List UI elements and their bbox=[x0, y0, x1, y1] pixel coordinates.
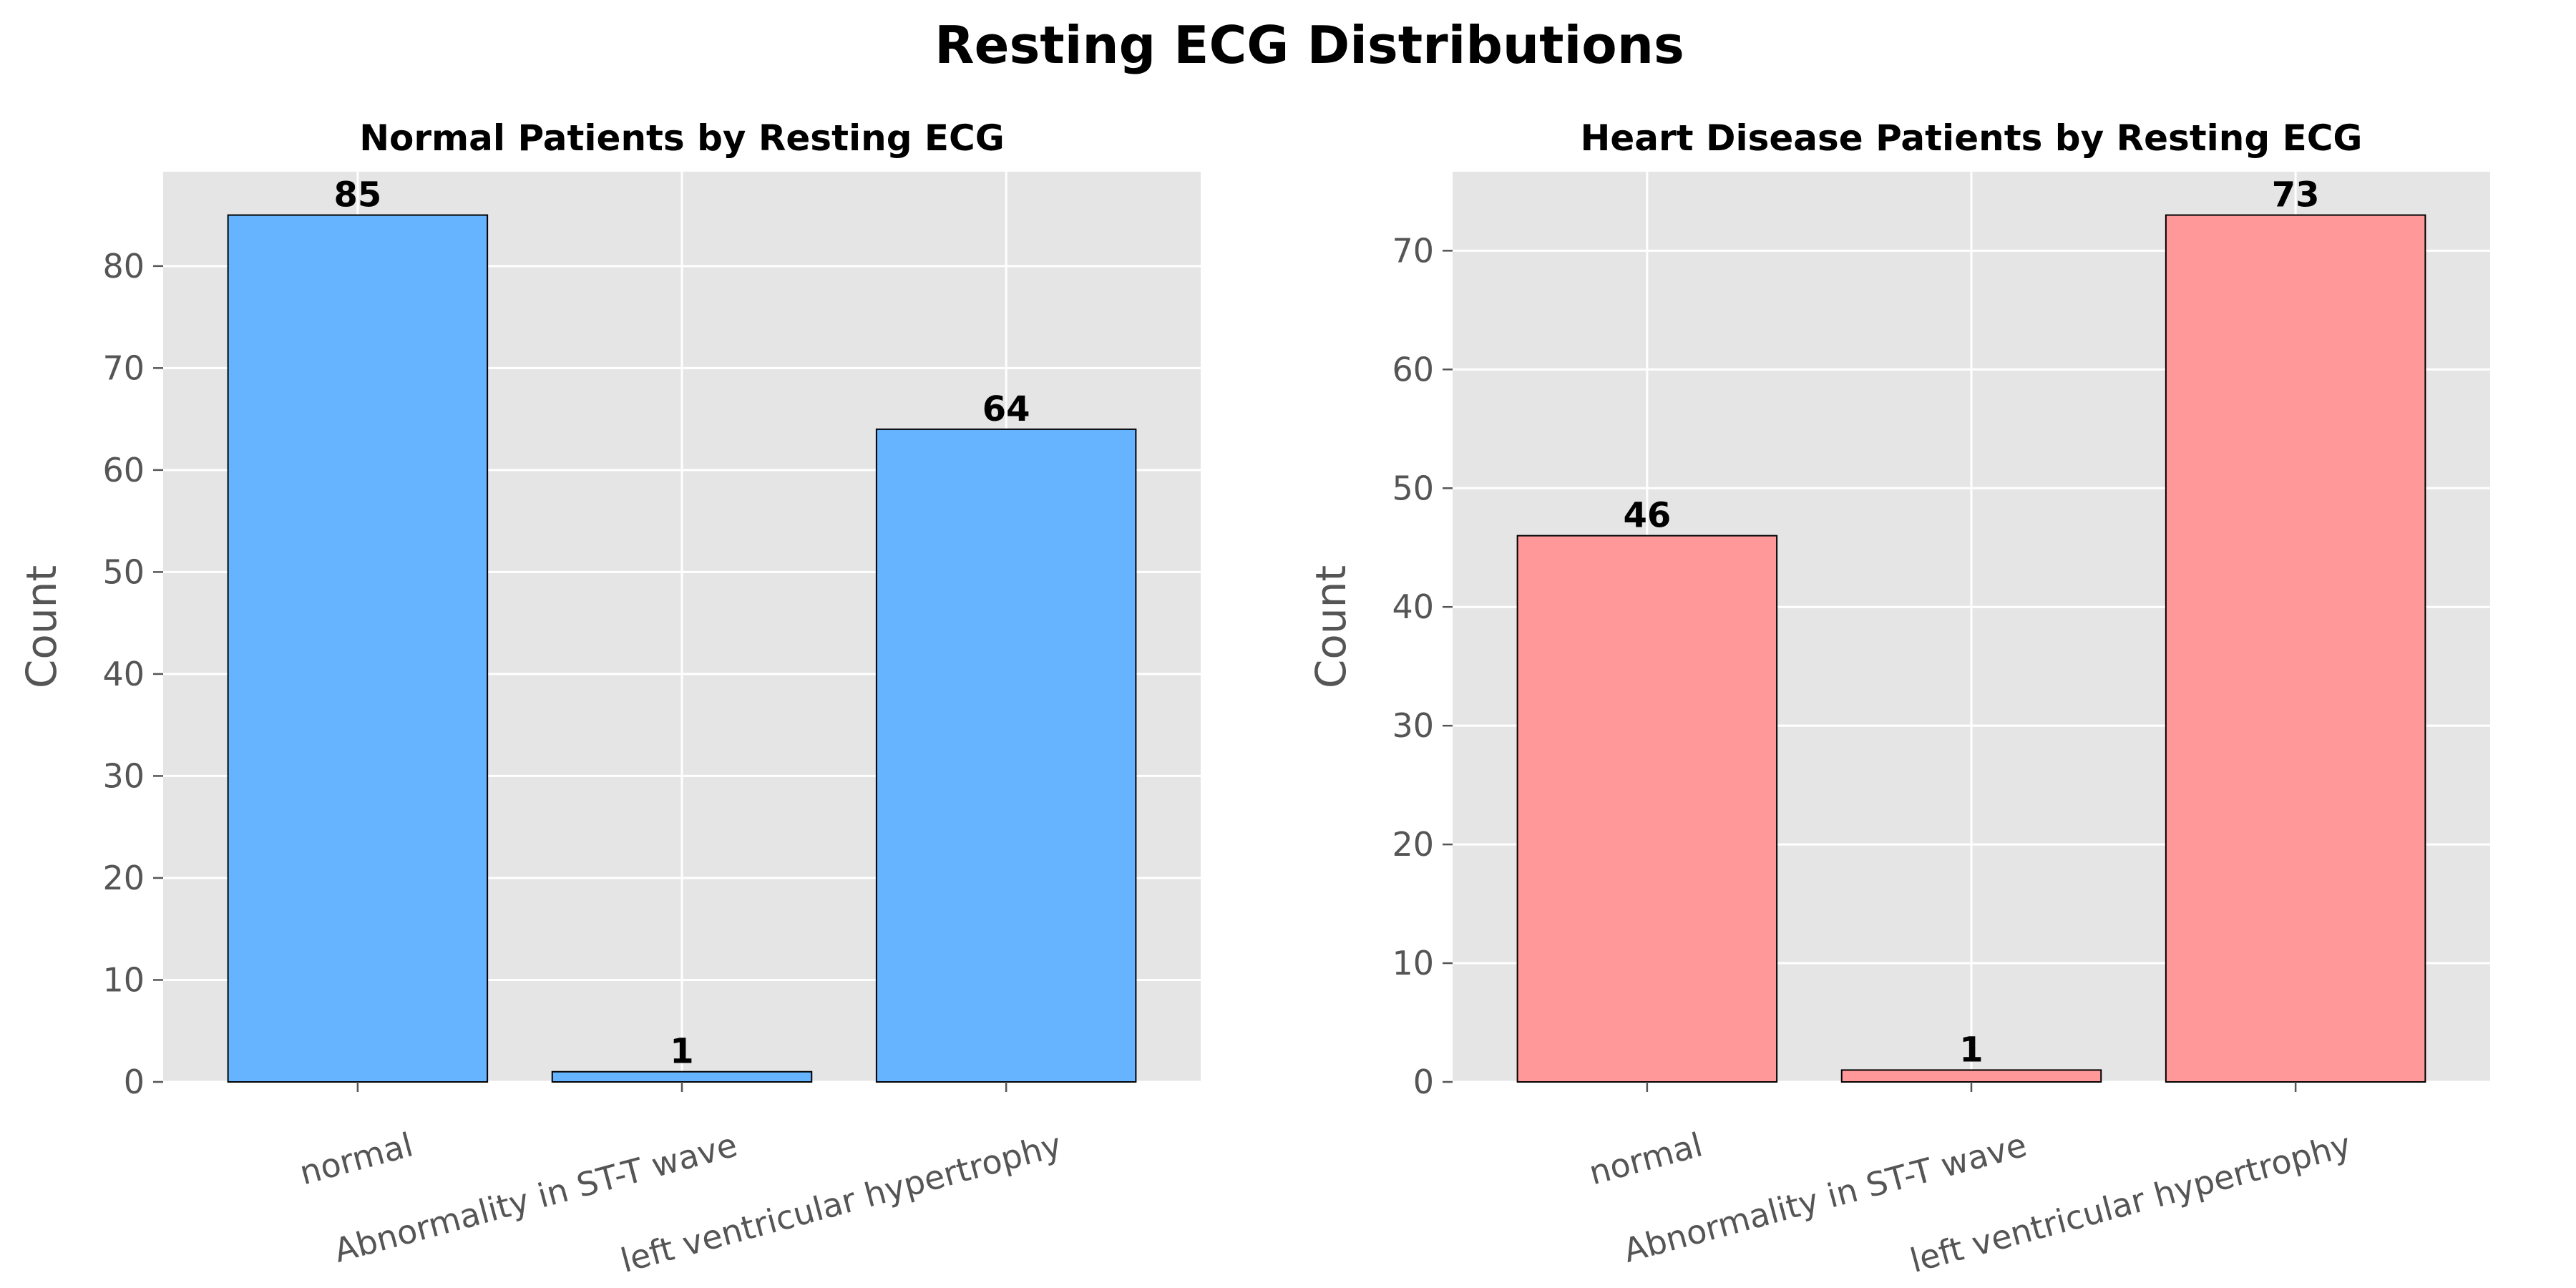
data-label-abnormality-in-st-t-wave: 1 bbox=[670, 1032, 693, 1072]
y-tick-label: 0 bbox=[1413, 1063, 1434, 1101]
y-tick-label: 30 bbox=[102, 756, 145, 795]
bar-left-ventricular-hypertrophy bbox=[875, 428, 1137, 1083]
y-tick-label: 50 bbox=[102, 552, 145, 591]
y-tick-label: 80 bbox=[102, 247, 145, 286]
figure-title: Resting ECG Distributions bbox=[935, 15, 1684, 75]
bar-normal bbox=[1516, 535, 1778, 1083]
bar-left-ventricular-hypertrophy bbox=[2165, 214, 2426, 1083]
bar-normal bbox=[227, 214, 489, 1083]
chart-title: Normal Patients by Resting ECG bbox=[359, 117, 1005, 159]
y-tick-label: 70 bbox=[102, 348, 145, 387]
y-axis-label: Count bbox=[17, 565, 66, 688]
y-tick-label: 40 bbox=[1392, 587, 1434, 626]
y-tick-label: 60 bbox=[1392, 350, 1434, 389]
y-tick-label: 60 bbox=[102, 451, 145, 489]
y-tick-label: 30 bbox=[1392, 706, 1434, 745]
bar-abnormality-in-st-t-wave bbox=[1840, 1069, 2102, 1083]
bar-abnormality-in-st-t-wave bbox=[551, 1070, 813, 1083]
data-label-normal: 46 bbox=[1623, 496, 1671, 536]
chart-title: Heart Disease Patients by Resting ECG bbox=[1581, 117, 2363, 159]
y-tick-label: 0 bbox=[124, 1063, 145, 1101]
data-label-left-ventricular-hypertrophy: 64 bbox=[982, 389, 1030, 429]
y-tick-label: 20 bbox=[1392, 825, 1434, 864]
data-label-left-ventricular-hypertrophy: 73 bbox=[2272, 175, 2320, 215]
y-tick-label: 10 bbox=[102, 960, 145, 999]
y-tick-label: 70 bbox=[1392, 231, 1434, 270]
y-tick-label: 10 bbox=[1392, 944, 1434, 982]
y-tick-label: 40 bbox=[102, 655, 145, 693]
data-label-normal: 85 bbox=[333, 175, 381, 215]
y-axis-label: Count bbox=[1307, 565, 1355, 688]
y-tick-label: 20 bbox=[102, 859, 145, 897]
data-label-abnormality-in-st-t-wave: 1 bbox=[1959, 1030, 1983, 1070]
y-tick-label: 50 bbox=[1392, 469, 1434, 507]
